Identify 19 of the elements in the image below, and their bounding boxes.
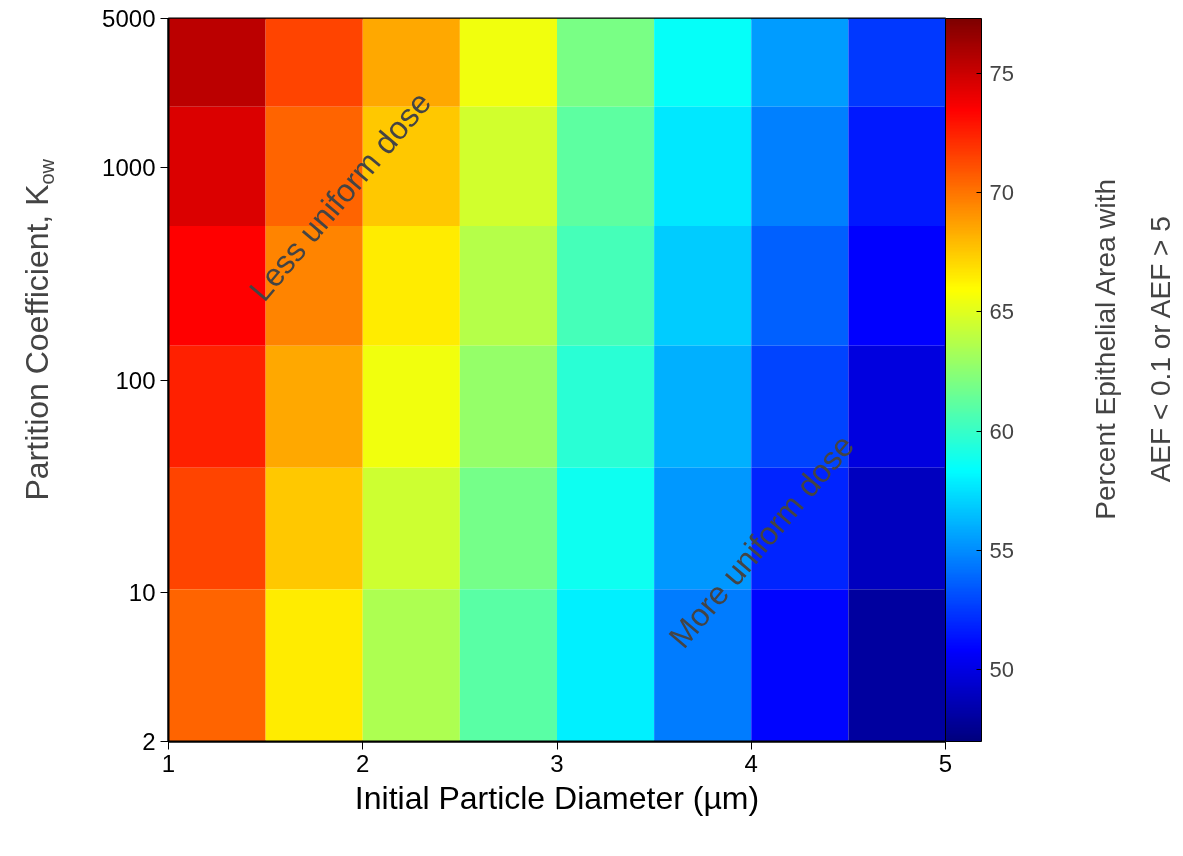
y-axis-title: Partition Coefficient, Kow xyxy=(18,158,58,501)
color-bar-label: 60 xyxy=(989,418,1014,444)
x-tick-label: 3 xyxy=(550,749,564,777)
y-tick-label: 2 xyxy=(142,728,156,755)
x-tick-label: 2 xyxy=(356,749,370,777)
color-bar-label: 75 xyxy=(989,60,1014,86)
color-bar-label: 50 xyxy=(989,657,1014,683)
color-bar-label: 70 xyxy=(989,180,1014,206)
y-tick-label: 10 xyxy=(128,579,156,607)
color-bar-label: 55 xyxy=(989,538,1014,564)
x-tick-label: 5 xyxy=(938,749,953,777)
x-tick-label: 1 xyxy=(161,749,176,777)
x-axis-title: Initial Particle Diameter (µm) xyxy=(354,779,760,816)
color-bar-label: 65 xyxy=(989,299,1014,325)
y-tick-label: 100 xyxy=(115,366,156,394)
x-tick-label: 4 xyxy=(744,749,758,777)
y-tick-label: 5000 xyxy=(102,5,156,32)
y-tick-label: 1000 xyxy=(102,153,156,181)
color-bar-title: Percent Epithelial Area with AEF < 0.1 or AEF > 5 xyxy=(1090,178,1176,520)
